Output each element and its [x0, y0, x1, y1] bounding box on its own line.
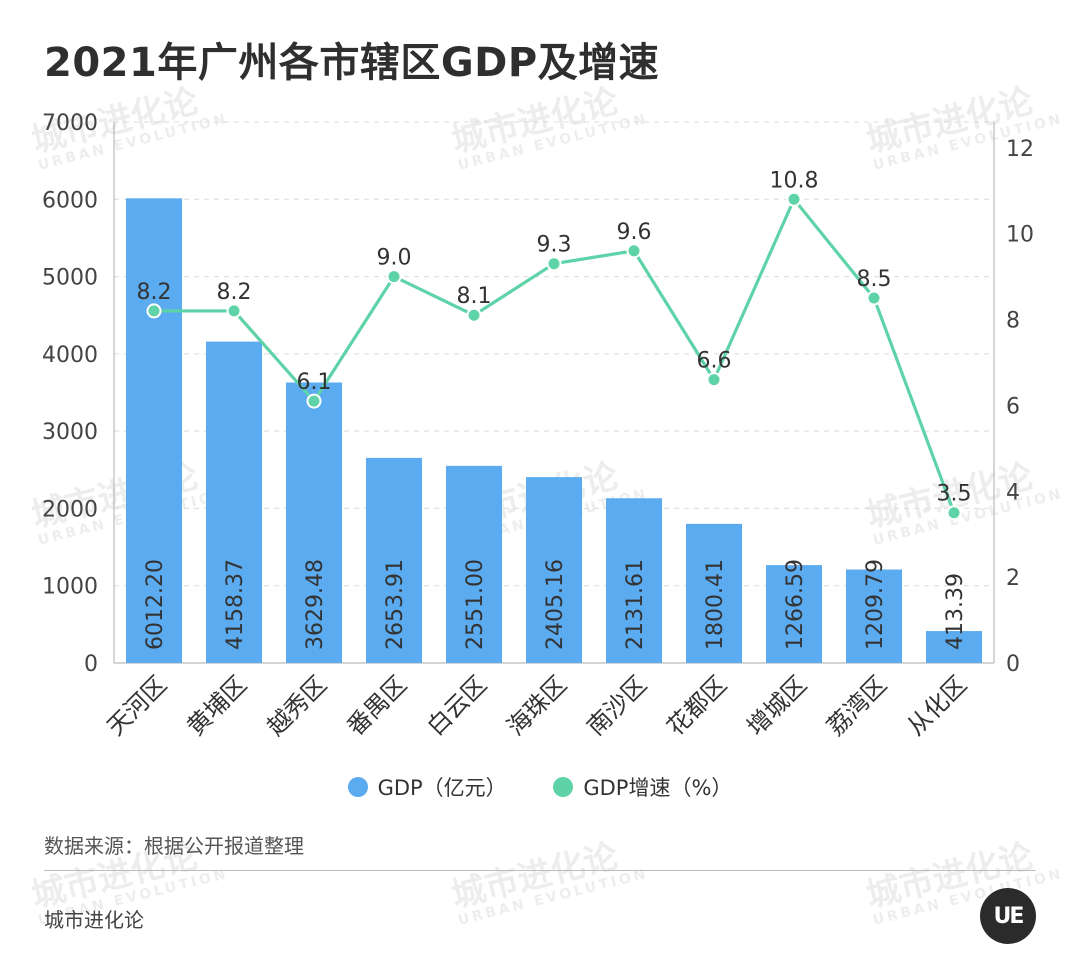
x-axis-category-label: 从化区 — [902, 670, 973, 741]
legend-swatch-gdp — [347, 777, 368, 797]
x-axis-category-label: 海珠区 — [502, 670, 573, 741]
growth-value-label: 8.1 — [457, 284, 492, 309]
growth-value-label: 9.3 — [537, 233, 572, 258]
legend-item-growth[interactable]: GDP增速（%） — [553, 772, 732, 802]
right-axis-tick-label: 0 — [1006, 652, 1020, 677]
growth-value-label: 8.5 — [857, 267, 892, 292]
growth-point-天河区 — [146, 303, 162, 319]
bar-value-label: 413.39 — [943, 573, 968, 650]
left-axis-tick-label: 5000 — [42, 266, 98, 291]
legend-label-gdp: GDP（亿元） — [377, 776, 507, 800]
x-axis-category-label: 白云区 — [422, 670, 493, 741]
growth-value-label: 8.2 — [217, 280, 252, 305]
legend-item-gdp[interactable]: GDP（亿元） — [347, 772, 507, 802]
bar-value-label: 2551.00 — [463, 559, 488, 650]
x-axis-category-label: 南沙区 — [582, 670, 653, 741]
left-axis-tick-label: 1000 — [42, 575, 98, 600]
bar-value-label: 1800.41 — [703, 559, 728, 650]
left-axis-tick-label: 4000 — [42, 343, 98, 368]
bar-海珠区 — [526, 477, 582, 663]
growth-value-label: 8.2 — [137, 280, 172, 305]
x-axis-category-label: 天河区 — [102, 670, 173, 741]
growth-point-荔湾区 — [866, 290, 882, 306]
growth-point-海珠区 — [546, 256, 562, 272]
x-axis-category-label: 花都区 — [662, 670, 733, 741]
growth-value-label: 6.1 — [297, 370, 332, 395]
bar-从化区 — [926, 631, 982, 663]
bar-越秀区 — [286, 382, 342, 663]
data-source-note: 数据来源：根据公开报道整理 — [44, 834, 304, 858]
right-axis-tick-label: 6 — [1006, 394, 1020, 419]
left-axis-tick-label: 0 — [84, 652, 98, 677]
growth-point-南沙区 — [626, 243, 642, 259]
x-axis-category-label: 越秀区 — [262, 670, 333, 741]
growth-point-番禺区 — [386, 269, 402, 285]
right-axis-tick-label: 12 — [1006, 137, 1034, 162]
brand-logo: UE — [980, 888, 1036, 944]
bar-南沙区 — [606, 498, 662, 663]
growth-point-增城区 — [786, 191, 802, 207]
bar-花都区 — [686, 523, 742, 663]
bar-value-label: 3629.48 — [303, 559, 328, 650]
bar-value-label: 2131.61 — [623, 559, 648, 650]
legend-swatch-growth — [553, 777, 574, 797]
bar-value-label: 1266.59 — [783, 559, 808, 650]
bar-value-label: 4158.37 — [223, 559, 248, 650]
bar-荔湾区 — [846, 569, 902, 663]
growth-point-从化区 — [946, 505, 962, 521]
legend: GDP（亿元） GDP增速（%） — [0, 772, 1080, 802]
bar-value-label: 1209.79 — [863, 559, 888, 650]
growth-value-label: 9.6 — [617, 220, 652, 245]
left-axis-tick-label: 7000 — [42, 111, 98, 136]
right-axis-tick-label: 10 — [1006, 223, 1034, 248]
left-axis-tick-label: 3000 — [42, 420, 98, 445]
growth-point-花都区 — [706, 372, 722, 388]
footer-divider — [44, 870, 1036, 871]
growth-value-label: 9.0 — [377, 246, 412, 271]
bar-黄埔区 — [206, 341, 262, 663]
growth-value-label: 6.6 — [697, 349, 732, 374]
x-axis-category-label: 荔湾区 — [822, 670, 893, 741]
bar-天河区 — [126, 198, 182, 663]
x-axis-category-label: 增城区 — [742, 670, 813, 741]
right-axis-tick-label: 4 — [1006, 480, 1020, 505]
bar-增城区 — [766, 565, 822, 663]
brand-name: 城市进化论 — [44, 908, 144, 932]
bar-白云区 — [446, 465, 502, 663]
combo-chart: 0 1000 2000 3000 4000 5000 6000 7000 0 2 4 6 8 10 12 60… — [42, 111, 1034, 741]
x-axis-category-label: 番禺区 — [342, 670, 413, 741]
growth-point-黄埔区 — [226, 303, 242, 319]
bar-value-label: 2653.91 — [383, 559, 408, 650]
left-axis-tick-label: 6000 — [42, 188, 98, 213]
legend-label-growth: GDP增速（%） — [583, 776, 733, 800]
chart-title: 2021年广州各市辖区GDP及增速 — [44, 40, 660, 86]
left-axis-tick-label: 2000 — [42, 497, 98, 522]
x-axis-category-label: 黄埔区 — [182, 670, 253, 741]
right-axis-tick-label: 8 — [1006, 309, 1020, 334]
bar-value-label: 6012.20 — [143, 559, 168, 650]
bar-value-label: 2405.16 — [543, 559, 568, 650]
growth-value-label: 3.5 — [937, 482, 972, 507]
right-axis-tick-label: 2 — [1006, 566, 1020, 591]
growth-point-白云区 — [466, 307, 482, 323]
growth-point-越秀区 — [306, 393, 322, 409]
growth-value-label: 10.8 — [770, 168, 819, 193]
bar-番禺区 — [366, 457, 422, 663]
